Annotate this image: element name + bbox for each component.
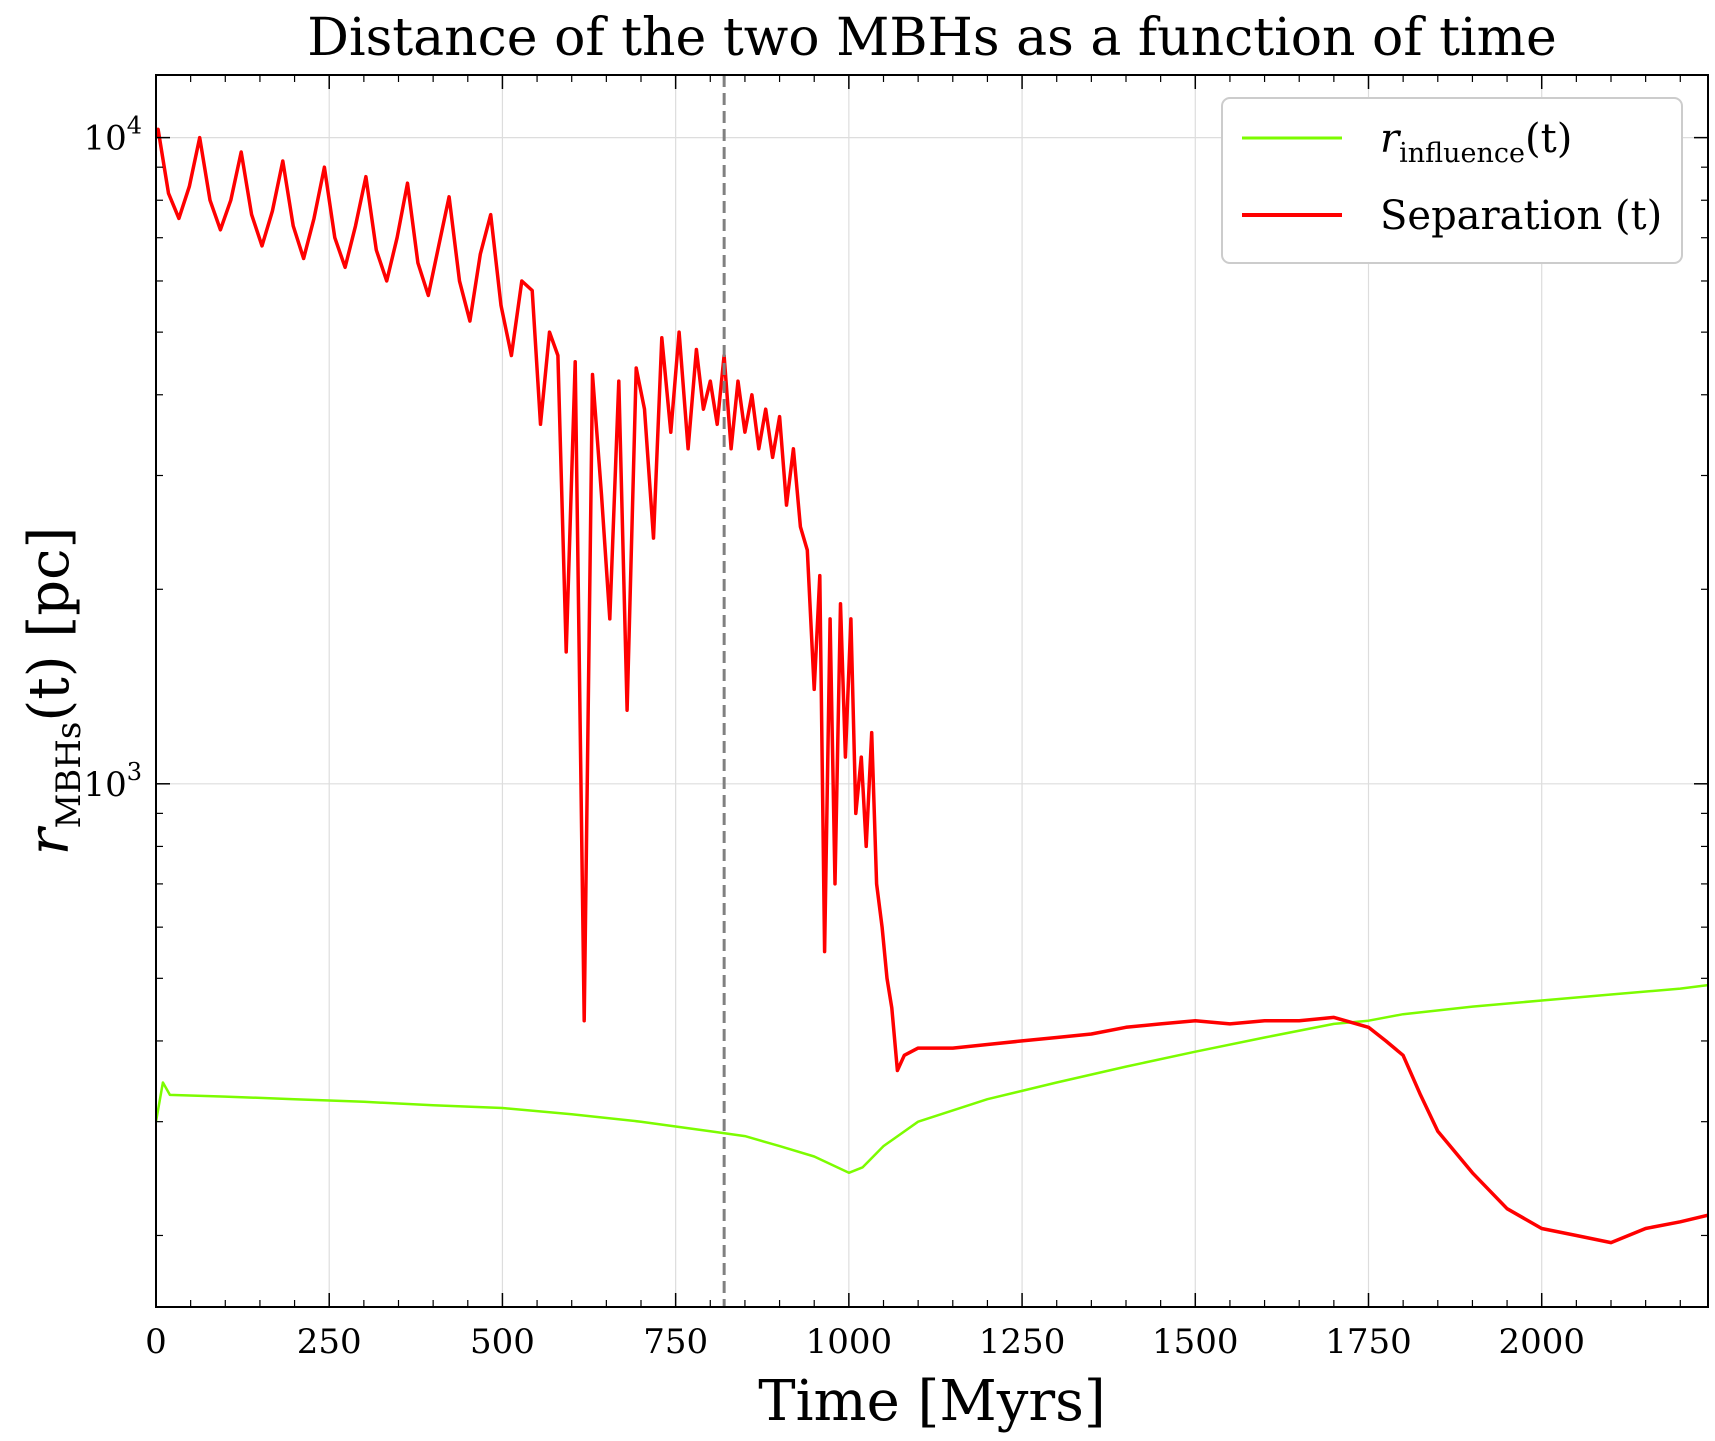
- y-axis-label-rest: (t) [pc]: [17, 527, 82, 722]
- x-axis-label: Time [Myrs]: [758, 1369, 1105, 1434]
- x-tick-label: 0: [145, 1322, 167, 1362]
- x-tick-label: 1500: [1152, 1322, 1239, 1362]
- ticks: [155, 75, 1708, 1307]
- y-axis-label-sub: MBHs: [49, 722, 89, 829]
- x-tick-label: 2000: [1498, 1322, 1585, 1362]
- x-tick-label: 750: [643, 1322, 708, 1362]
- axes-frame: [155, 74, 1709, 1308]
- series-r-influence: [156, 983, 1708, 1175]
- series-layer: [156, 127, 1708, 1245]
- x-tick-label: 500: [470, 1322, 535, 1362]
- plot-area: [156, 75, 1708, 1307]
- x-tick-label: 1250: [979, 1322, 1066, 1362]
- x-tick-label: 1750: [1325, 1322, 1412, 1362]
- series-separation: [156, 127, 1708, 1245]
- legend: rinfluence(t) Separation (t): [1221, 97, 1683, 264]
- y-tick-label: 103: [83, 758, 142, 805]
- chart-title: Distance of the two MBHs as a function o…: [307, 8, 1557, 68]
- y-axis-label: rMBHs(t) [pc]: [17, 527, 89, 856]
- legend-label-separation: Separation (t): [1380, 193, 1662, 239]
- legend-label-r-influence: rinfluence(t): [1380, 116, 1572, 169]
- y-tick-label: 104: [83, 112, 142, 159]
- tick-labels: 0 250 500 750 1000 1250 1500 1750 2000 103 104: [83, 112, 1585, 1362]
- y-axis-label-main: r: [17, 825, 82, 855]
- x-tick-label: 250: [297, 1322, 362, 1362]
- x-tick-label: 1000: [806, 1322, 893, 1362]
